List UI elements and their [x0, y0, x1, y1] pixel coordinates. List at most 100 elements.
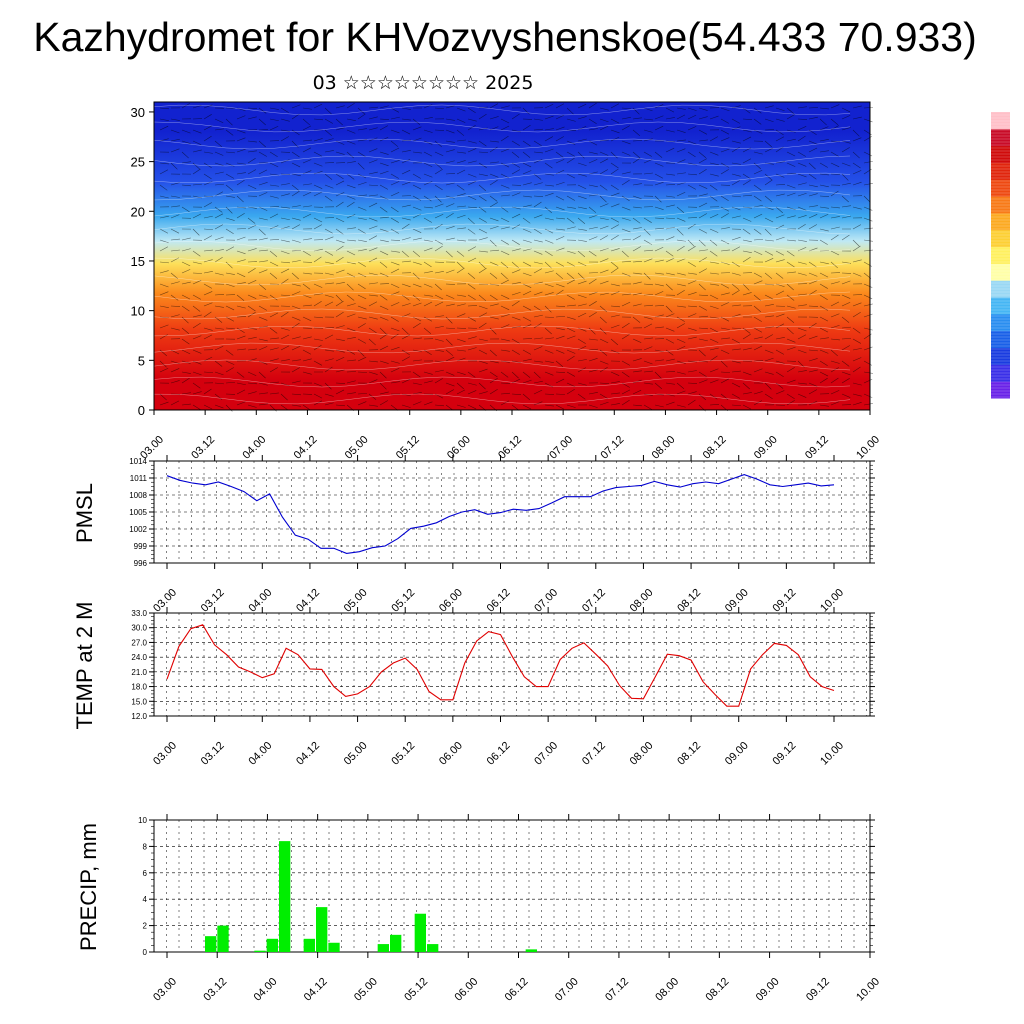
wind-barb	[588, 278, 597, 285]
wind-barb	[346, 184, 356, 189]
precip-bar	[390, 934, 402, 952]
wind-barb	[500, 184, 510, 189]
wind-barb	[841, 162, 851, 167]
wind-barb	[610, 403, 620, 406]
wind-barb	[522, 371, 531, 378]
wind-barb	[291, 272, 299, 280]
wind-barb	[577, 393, 586, 400]
wind-barb	[236, 282, 246, 285]
wind-barb	[412, 349, 422, 353]
wind-barb	[676, 404, 686, 408]
colorbar-segment	[991, 145, 1010, 163]
wind-barb	[808, 290, 817, 296]
wind-barb	[676, 360, 686, 364]
wind-barb	[808, 280, 818, 285]
wind-barb	[313, 360, 323, 366]
wind-barb	[456, 160, 466, 164]
wind-barb	[302, 139, 312, 142]
wind-barb	[676, 258, 686, 263]
wind-barb	[401, 250, 409, 258]
wind-barb	[379, 151, 389, 155]
wind-barb	[764, 129, 775, 131]
wind-barb	[170, 129, 180, 134]
wind-barb	[181, 349, 191, 355]
wind-barb	[159, 261, 169, 264]
wind-barb	[236, 389, 246, 395]
wind-barb	[676, 245, 685, 252]
wind-barb	[654, 104, 664, 109]
wind-barb	[632, 272, 642, 275]
wind-barb	[324, 358, 334, 362]
wind-barb	[621, 179, 630, 186]
wind-barb	[247, 169, 256, 175]
wind-barb	[566, 250, 576, 254]
wind-barb	[610, 192, 620, 197]
wind-barb	[577, 303, 587, 307]
wind-barb	[379, 272, 389, 277]
wind-barb	[621, 238, 631, 241]
wind-barb	[324, 272, 334, 276]
y-tick-label: 21.0	[131, 668, 147, 677]
wind-barb	[533, 261, 543, 265]
wind-barb	[280, 311, 289, 318]
wind-barb	[753, 305, 761, 313]
wind-barb	[819, 150, 829, 153]
wind-barb	[236, 236, 246, 241]
wind-barb	[368, 235, 378, 241]
wind-barb	[720, 129, 730, 135]
wind-barb	[753, 391, 763, 395]
wind-barb	[511, 371, 519, 379]
y-tick-label: 2	[143, 922, 148, 931]
wind-barb	[192, 140, 202, 146]
wind-barb	[511, 291, 521, 296]
wind-barb	[423, 104, 433, 109]
wind-barb	[610, 234, 619, 241]
wind-barb	[786, 294, 795, 301]
wind-barb	[291, 380, 301, 384]
wind-barb	[357, 356, 367, 362]
wind-barb	[522, 349, 531, 355]
wind-barb	[709, 272, 719, 275]
wind-barb	[841, 378, 850, 384]
wind-barb	[764, 173, 773, 181]
wind-barb	[764, 371, 774, 375]
wind-barb	[445, 349, 454, 356]
wind-barb	[324, 250, 333, 256]
wind-barb	[192, 335, 202, 340]
wind-barb	[511, 239, 520, 245]
wind-barb	[291, 359, 301, 362]
x-tick-label: 09.00	[723, 740, 751, 768]
wind-barb	[764, 250, 774, 256]
wind-barb	[423, 380, 433, 384]
x-tick-label: 06.12	[485, 587, 513, 615]
wind-barb	[753, 336, 763, 340]
wind-barb	[423, 283, 433, 288]
x-tick-label: 08.00	[653, 976, 681, 1004]
wind-barb	[269, 118, 279, 122]
wind-barb	[555, 114, 565, 120]
wind-barb	[258, 260, 268, 263]
wind-barb	[247, 217, 256, 224]
wind-barb	[566, 151, 575, 157]
wind-barb	[478, 113, 487, 120]
wind-barb	[533, 250, 543, 255]
wind-barb	[808, 369, 818, 373]
wind-barb	[192, 250, 201, 257]
wind-barb	[379, 105, 389, 109]
wind-barb	[291, 224, 300, 230]
wind-barb	[368, 116, 378, 120]
colorbar-segment	[991, 128, 1010, 147]
wind-barb	[214, 151, 224, 156]
wind-barb	[401, 237, 411, 241]
wind-barb	[390, 333, 399, 340]
wind-barb	[709, 347, 719, 351]
wind-barb	[225, 272, 235, 275]
wind-barb	[698, 158, 707, 164]
wind-barb	[357, 162, 365, 170]
wind-barb	[742, 371, 752, 376]
wind-barb	[379, 345, 389, 351]
wind-barb	[742, 129, 752, 133]
wind-barb	[786, 400, 795, 406]
wind-barb	[181, 248, 191, 252]
wind-barb	[467, 316, 477, 322]
